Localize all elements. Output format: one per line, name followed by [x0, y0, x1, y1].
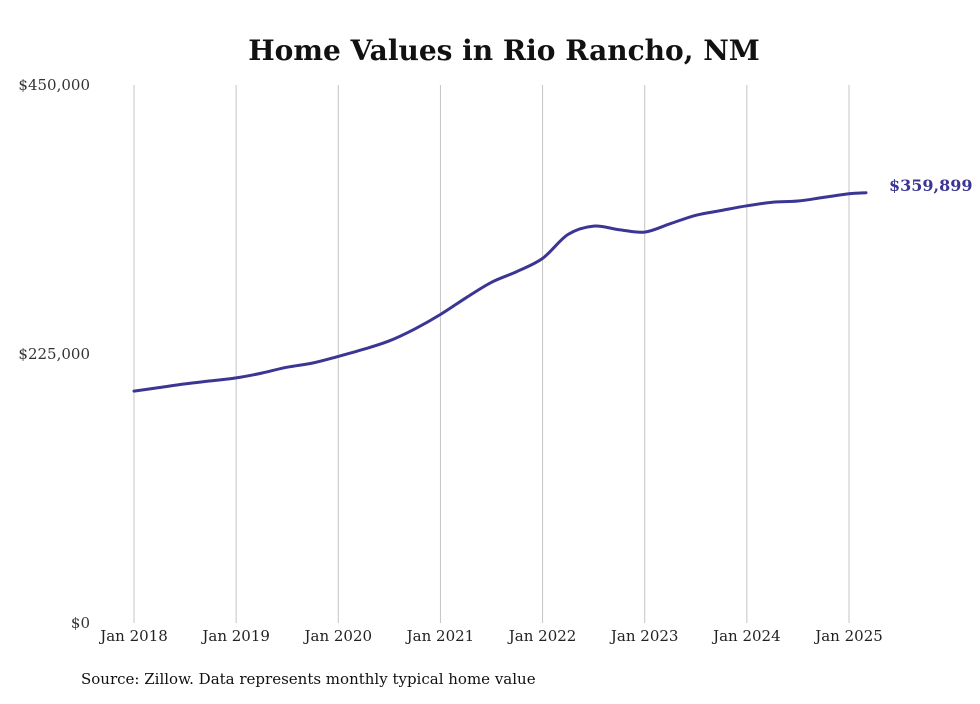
y-axis-ticks: $0 $225,000 $450,000: [18, 76, 90, 632]
data-point: [592, 225, 595, 228]
y-tick-label: $450,000: [18, 76, 90, 94]
grid-lines: [133, 85, 850, 623]
x-tick-label: Jan 2018: [98, 627, 168, 645]
data-point: [388, 339, 391, 342]
data-point: [822, 196, 825, 199]
data-point: [865, 191, 868, 194]
x-tick-label: Jan 2019: [200, 627, 270, 645]
data-point: [184, 382, 187, 385]
series-layer: [132, 191, 868, 393]
series-line: [132, 191, 868, 393]
source-note: Source: Zillow. Data represents monthly …: [81, 670, 536, 688]
data-point: [745, 204, 748, 207]
chart-title: Home Values in Rio Rancho, NM: [248, 34, 760, 67]
data-point: [133, 390, 136, 393]
data-point: [311, 361, 314, 364]
data-point: [643, 231, 646, 234]
x-tick-label: Jan 2023: [609, 627, 679, 645]
data-point: [209, 379, 212, 382]
data-point: [337, 355, 340, 358]
data-point: [439, 313, 442, 316]
data-point: [286, 366, 289, 369]
x-tick-label: Jan 2020: [303, 627, 373, 645]
y-tick-label: $0: [71, 614, 90, 632]
data-point: [848, 192, 851, 195]
data-point: [413, 327, 416, 330]
y-tick-label: $225,000: [18, 345, 90, 363]
x-tick-label: Jan 2021: [405, 627, 475, 645]
x-axis-ticks: Jan 2018 Jan 2019 Jan 2020 Jan 2021 Jan 2022…: [98, 627, 883, 645]
data-point: [771, 201, 774, 204]
data-point: [541, 257, 544, 260]
x-tick-label: Jan 2024: [711, 627, 781, 645]
data-point: [235, 376, 238, 379]
data-point: [669, 222, 672, 225]
x-tick-label: Jan 2022: [507, 627, 577, 645]
data-point: [720, 209, 723, 212]
data-point: [158, 386, 161, 389]
end-value-label: $359,899: [889, 176, 973, 195]
data-point: [260, 372, 263, 375]
data-point: [694, 214, 697, 217]
x-tick-label: Jan 2025: [813, 627, 883, 645]
data-point: [490, 281, 493, 284]
data-point: [516, 270, 519, 273]
data-point: [567, 233, 570, 236]
data-point: [362, 348, 365, 351]
data-point: [464, 296, 467, 299]
data-point: [618, 228, 621, 231]
data-point: [796, 199, 799, 202]
